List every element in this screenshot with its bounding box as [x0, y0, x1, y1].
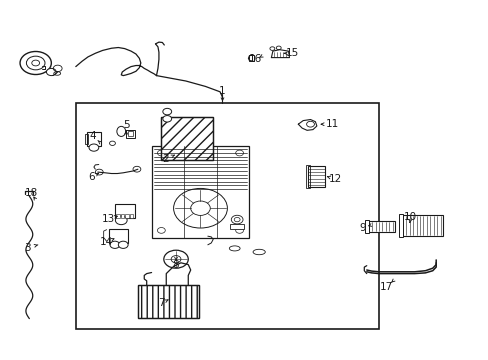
Bar — [151, 146, 249, 238]
Bar — [125, 214, 128, 218]
Bar — [85, 134, 88, 144]
Text: 14: 14 — [100, 237, 113, 247]
Bar — [229, 224, 244, 229]
Ellipse shape — [229, 246, 240, 251]
Text: 16: 16 — [248, 54, 262, 64]
Circle shape — [118, 241, 128, 248]
Bar — [138, 285, 199, 318]
Bar — [87, 132, 101, 146]
Bar — [161, 117, 212, 160]
Circle shape — [163, 108, 171, 115]
Circle shape — [306, 121, 314, 127]
Text: 3: 3 — [24, 243, 31, 253]
Circle shape — [190, 201, 210, 215]
Text: 10: 10 — [404, 212, 416, 222]
Text: 9: 9 — [359, 222, 366, 233]
Bar — [138, 285, 199, 318]
Text: 15: 15 — [285, 48, 299, 58]
Bar — [126, 130, 135, 138]
Circle shape — [133, 166, 141, 172]
Circle shape — [89, 144, 99, 151]
Text: 8: 8 — [172, 260, 179, 270]
Bar — [121, 214, 124, 218]
Circle shape — [163, 250, 188, 268]
Bar — [305, 165, 309, 188]
Bar — [307, 166, 325, 187]
Circle shape — [95, 169, 103, 175]
Bar — [400, 215, 442, 236]
Circle shape — [115, 216, 127, 225]
Bar — [129, 214, 133, 218]
Bar — [128, 131, 133, 136]
Text: 11: 11 — [325, 119, 339, 129]
Circle shape — [163, 116, 171, 122]
Text: 4: 4 — [89, 131, 96, 141]
Bar — [364, 220, 368, 233]
Text: 2: 2 — [162, 154, 168, 164]
Bar — [398, 214, 402, 237]
Ellipse shape — [253, 249, 265, 255]
Bar — [161, 117, 212, 160]
Text: 13: 13 — [102, 213, 115, 224]
Circle shape — [234, 217, 240, 222]
Bar — [115, 204, 135, 218]
Text: 12: 12 — [327, 174, 341, 184]
Text: 18: 18 — [24, 188, 38, 198]
Circle shape — [171, 256, 181, 263]
Bar — [116, 214, 120, 218]
Circle shape — [46, 68, 56, 76]
Bar — [108, 229, 128, 243]
Text: 1: 1 — [219, 86, 225, 96]
Text: 7: 7 — [158, 298, 164, 308]
Text: 6: 6 — [88, 172, 95, 182]
Text: 5: 5 — [122, 120, 129, 130]
Circle shape — [231, 215, 243, 224]
Circle shape — [110, 241, 120, 248]
Bar — [76, 103, 378, 329]
Ellipse shape — [117, 126, 125, 136]
Bar — [249, 55, 254, 61]
Text: 17: 17 — [379, 282, 392, 292]
Bar — [366, 221, 394, 232]
